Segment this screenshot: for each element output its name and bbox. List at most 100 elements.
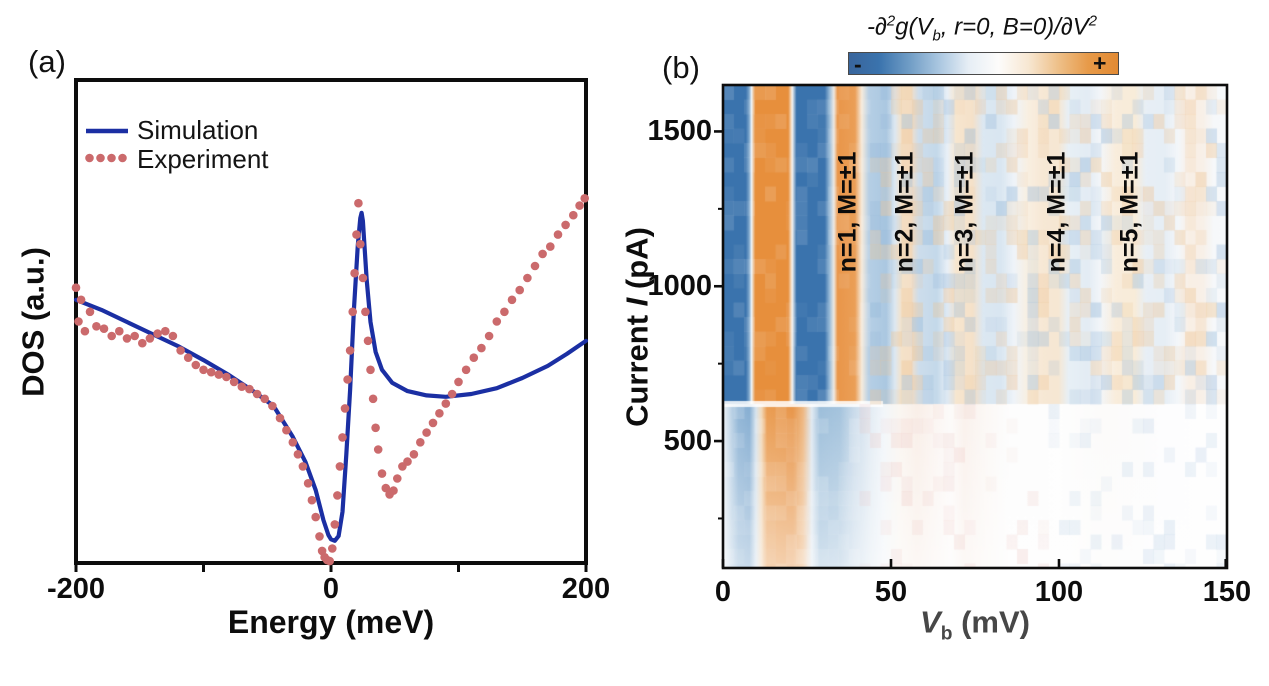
experiment-dot — [454, 377, 463, 387]
experiment-dot — [311, 512, 321, 522]
experiment-dot — [222, 372, 231, 382]
experiment-dot — [515, 285, 524, 295]
experiment-dot — [569, 210, 578, 220]
experiment-dot — [356, 239, 365, 249]
panel-b-label: (b) — [662, 50, 700, 85]
panel-b-y-tick-label: 1000 — [647, 270, 712, 303]
experiment-dot — [153, 329, 162, 338]
experiment-dot — [553, 230, 563, 239]
panel-b-x-axis-title: Vb (mV) — [920, 606, 1030, 643]
experiment-dot — [469, 353, 479, 363]
experiment-dot — [416, 438, 425, 447]
experiment-dot — [328, 544, 337, 553]
experiment-dot — [85, 307, 95, 317]
experiment-dot — [500, 307, 509, 317]
experiment-dot — [507, 295, 517, 305]
experiment-dot — [422, 428, 431, 437]
experiment-dot — [492, 317, 502, 326]
panel-a-label: (a) — [28, 44, 66, 79]
legend-experiment-dot-sample — [96, 153, 105, 163]
experiment-dot — [352, 230, 361, 239]
resonance-label: n=3, M=±1 — [950, 151, 979, 273]
vb-symbol: V — [920, 604, 941, 640]
experiment-dot — [546, 242, 555, 251]
experiment-dot — [381, 483, 391, 493]
experiment-dot — [361, 307, 370, 317]
experiment-dot — [74, 317, 83, 326]
experiment-dot — [303, 479, 313, 488]
experiment-dot — [343, 375, 352, 384]
panel-a-x-tick-label: -200 — [46, 573, 106, 605]
experiment-dot — [333, 491, 342, 500]
panel-b-heatmap — [723, 85, 1227, 568]
experiment-dot — [354, 198, 363, 208]
colorbar — [848, 52, 1119, 75]
experiment-dot — [580, 194, 589, 203]
resonance-label: n=2, M=±1 — [890, 151, 919, 273]
experiment-dot — [340, 404, 350, 413]
current-label-text: Current — [619, 306, 655, 427]
experiment-dot — [350, 268, 359, 278]
panel-b-x-tick-label: 0 — [714, 576, 732, 608]
experiment-dot — [161, 326, 170, 336]
panel-a-y-axis-title: DOS (a.u.) — [15, 247, 51, 397]
panel-a-x-tick-label: 0 — [322, 573, 340, 605]
experiment-dot — [575, 201, 584, 210]
experiment-dot — [389, 486, 398, 495]
experiment-dot — [371, 423, 380, 433]
panel-b-y-axis-title: Current I (pA) — [619, 227, 655, 427]
experiment-dot — [477, 343, 486, 353]
legend-experiment-dot-sample — [118, 153, 127, 163]
experiment-dot — [348, 307, 358, 317]
experiment-dot — [315, 532, 324, 541]
experiment-dot — [538, 249, 547, 259]
colorbar-minus-sign: - — [854, 51, 862, 77]
experiment-dot — [298, 462, 308, 471]
experiment-dot — [122, 334, 132, 343]
experiment-dot — [99, 324, 109, 334]
experiment-dot — [115, 326, 124, 336]
colorbar-plus-sign: + — [1093, 50, 1107, 76]
experiment-dot — [237, 382, 247, 392]
legend-experiment-label: Experiment — [137, 144, 269, 174]
experiment-dot — [107, 331, 116, 341]
experiment-dot — [393, 474, 402, 483]
experiment-dot — [447, 389, 457, 399]
experiment-dot — [268, 401, 277, 411]
resonance-label: n=4, M=±1 — [1042, 151, 1071, 273]
experiment-dot — [366, 365, 375, 375]
experiment-dot — [335, 462, 345, 471]
experiment-dot — [561, 220, 570, 230]
experiment-dot — [307, 495, 317, 505]
experiment-dot — [484, 331, 494, 341]
experiment-dot — [206, 367, 216, 377]
experiment-dot — [428, 418, 438, 428]
colorbar-title: -∂2g(Vb, r=0, B=0)/∂V2 — [867, 13, 1097, 45]
experiment-dot — [523, 273, 532, 283]
experiment-dot — [358, 273, 368, 283]
experiment-dot — [71, 283, 81, 293]
experiment-dot — [461, 365, 471, 375]
experiment-dot — [530, 261, 540, 271]
experiment-dot — [345, 346, 355, 355]
experiment-dot — [130, 331, 139, 341]
experiment-dot — [282, 425, 291, 435]
experiment-dot — [80, 326, 90, 336]
experiment-dot — [252, 389, 262, 399]
experiment-dot — [275, 413, 285, 423]
simulation-curve — [73, 210, 589, 543]
experiment-dot — [441, 399, 451, 408]
experiment-dot — [199, 365, 208, 375]
vb-subscript: b — [940, 623, 953, 645]
experiment-dot — [229, 377, 239, 387]
experiment-dot — [138, 338, 147, 348]
experiment-dot — [191, 360, 201, 370]
legend-experiment-dot-sample — [107, 153, 116, 163]
experiment-dot — [373, 445, 383, 454]
experiment-dot — [92, 322, 101, 331]
experiment-dot — [214, 370, 224, 379]
panel-a-x-axis-title: Energy (meV) — [227, 604, 435, 640]
experiment-dot — [325, 556, 335, 566]
